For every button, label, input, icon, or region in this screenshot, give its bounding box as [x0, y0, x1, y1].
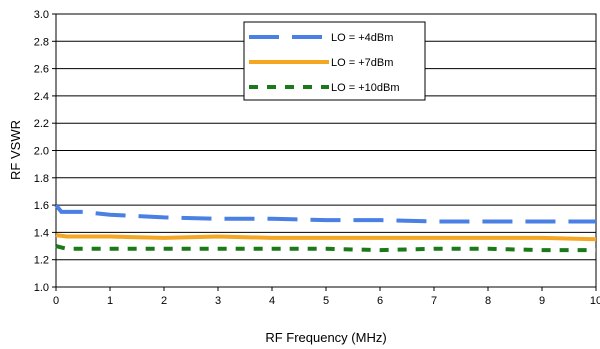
- y-tick-label: 2.8: [34, 36, 49, 48]
- legend-label-2: LO = +7dBm: [331, 57, 393, 69]
- y-tick-label: 3.0: [34, 9, 49, 21]
- x-tick-label: 8: [485, 295, 491, 307]
- y-tick-label: 2.6: [34, 64, 49, 76]
- y-tick-label: 2.2: [34, 118, 49, 130]
- series-lines: [54, 203, 597, 253]
- legend-label-3: LO = +10dBm: [331, 82, 400, 94]
- y-tick-label: 1.4: [34, 227, 49, 239]
- y-tick-label: 2.0: [34, 146, 49, 158]
- legend-label-1: LO = +4dBm: [331, 32, 393, 44]
- y-axis-title: RF VSWR: [8, 120, 23, 180]
- y-tick-label: 2.4: [34, 91, 49, 103]
- x-axis-ticks: 0 1 2 3 4 5 6 7 8 9 10: [53, 287, 600, 307]
- x-tick-label: 10: [590, 295, 600, 307]
- x-tick-label: 7: [431, 295, 437, 307]
- x-axis-title: RF Frequency (MHz): [265, 330, 386, 345]
- y-tick-label: 1.0: [34, 282, 49, 294]
- series-line-1: [54, 203, 596, 224]
- x-tick-label: 4: [269, 295, 275, 307]
- y-tick-label: 1.2: [34, 255, 49, 267]
- x-tick-label: 6: [377, 295, 383, 307]
- x-tick-label: 0: [53, 295, 59, 307]
- y-tick-label: 1.8: [34, 173, 49, 185]
- series-line-3: [55, 244, 596, 253]
- legend: LO = +4dBm LO = +7dBm LO = +10dBm: [243, 21, 426, 101]
- x-tick-label: 3: [215, 295, 221, 307]
- y-tick-label: 1.6: [34, 200, 49, 212]
- y-axis-ticks: 1.0 1.2 1.4 1.6 1.8 2.0 2.2 2.4 2.6 2.8 3.0: [34, 9, 56, 294]
- series-line-2: [55, 233, 597, 242]
- x-tick-label: 9: [539, 295, 545, 307]
- x-tick-label: 1: [107, 295, 113, 307]
- x-tick-label: 5: [323, 295, 329, 307]
- x-tick-label: 2: [161, 295, 167, 307]
